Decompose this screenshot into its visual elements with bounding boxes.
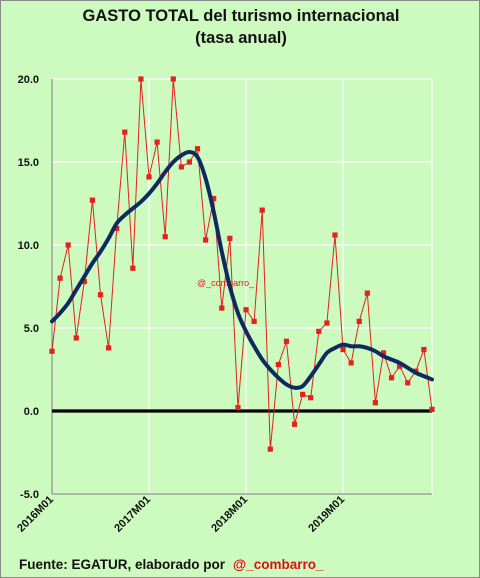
- raw-point: [356, 318, 362, 324]
- raw-point: [194, 146, 201, 152]
- raw-point: [421, 346, 427, 353]
- y-tick-label: 15.0: [18, 157, 39, 169]
- raw-point: [81, 278, 87, 285]
- raw-point: [243, 307, 249, 313]
- y-tick-label: 0.0: [24, 406, 39, 418]
- series-line-trend: [50, 150, 434, 390]
- x-tick-label: 2019M01: [306, 494, 347, 535]
- source-text: Fuente: EGATUR, elaborado por: [19, 557, 226, 572]
- raw-point: [211, 195, 217, 202]
- chart-title-line1: GASTO TOTAL del turismo internacional: [82, 7, 400, 25]
- raw-point: [380, 350, 387, 356]
- source-footer: Fuente: EGATUR, elaborado por @_combarro_: [19, 557, 323, 572]
- chart-title: GASTO TOTAL del turismo internacional (t…: [1, 5, 480, 49]
- raw-point: [130, 265, 136, 271]
- raw-point: [178, 164, 184, 170]
- raw-point: [203, 237, 209, 243]
- raw-point: [138, 76, 144, 82]
- raw-point: [97, 292, 104, 298]
- raw-point: [146, 174, 152, 180]
- y-tick-label: 10.0: [18, 240, 39, 252]
- y-tick-label: 20.0: [18, 74, 39, 86]
- raw-point: [340, 346, 346, 353]
- raw-point: [267, 446, 273, 452]
- raw-point: [170, 76, 176, 82]
- raw-point: [316, 328, 322, 334]
- raw-point: [324, 320, 330, 326]
- raw-point: [283, 338, 290, 344]
- raw-point: [186, 159, 193, 165]
- raw-point: [154, 139, 160, 145]
- raw-point: [114, 225, 120, 231]
- raw-point: [162, 234, 168, 240]
- raw-point: [105, 345, 112, 351]
- y-tick-label: 5.0: [24, 323, 39, 335]
- raw-point: [300, 391, 306, 397]
- raw-point: [57, 275, 63, 281]
- raw-point: [364, 290, 370, 296]
- raw-point: [122, 129, 128, 135]
- raw-point: [405, 380, 411, 386]
- x-tick-label: 2018M01: [209, 494, 250, 535]
- watermark-text: @_combarro_: [197, 278, 255, 288]
- raw-point: [372, 400, 379, 406]
- raw-point: [291, 421, 298, 427]
- raw-point: [332, 232, 338, 238]
- y-tick-label: -5.0: [20, 489, 39, 501]
- raw-point: [227, 235, 233, 241]
- raw-point: [388, 375, 395, 381]
- raw-point: [397, 363, 403, 369]
- raw-point: [89, 197, 96, 203]
- raw-point: [251, 318, 257, 324]
- raw-point: [219, 305, 225, 311]
- raw-point: [259, 207, 265, 213]
- raw-point: [235, 405, 241, 411]
- raw-point: [49, 348, 55, 354]
- raw-point: [275, 361, 281, 368]
- raw-point: [65, 242, 71, 248]
- chart-title-line2: (tasa anual): [195, 29, 287, 47]
- author-handle: @_combarro_: [233, 557, 324, 572]
- x-tick-label: 2017M01: [112, 494, 153, 535]
- raw-point: [348, 360, 354, 366]
- plot-area: [52, 79, 432, 494]
- raw-point: [308, 395, 314, 401]
- series-line-raw: [51, 78, 433, 450]
- raw-point: [73, 335, 79, 341]
- raw-point: [429, 406, 435, 412]
